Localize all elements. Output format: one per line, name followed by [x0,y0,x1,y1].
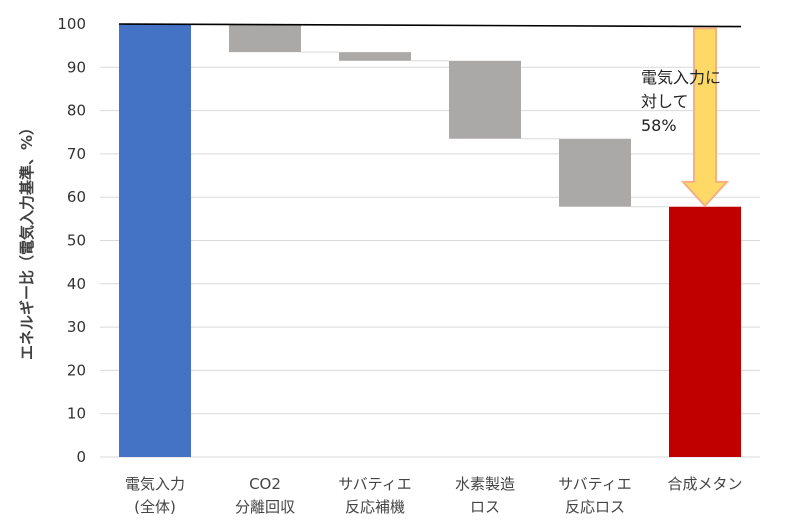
loss-bar [559,138,631,207]
loss-bar [229,24,301,53]
y-tick-label: 10 [67,405,86,423]
annotation: 電気入力に対して 58% [641,27,730,208]
y-tick-label: 70 [67,145,86,163]
x-category-label: 水素製造ロス [455,475,515,516]
y-tick-label: 50 [67,232,86,250]
y-tick-label: 20 [67,361,86,379]
y-axis-label: エネルギー比（電気入力基準、%） [18,120,36,360]
connectors [118,23,742,208]
y-axis: 0 10 20 30 40 50 60 70 80 90 100 [57,15,86,466]
x-category-label: 電気入力(全体) [125,475,185,516]
y-tick-label: 0 [76,448,86,466]
y-tick-label: 40 [67,275,86,293]
y-tick-label: 60 [67,188,86,206]
y-tick-label: 30 [67,318,86,336]
annotation-text: 電気入力に対して 58% [641,68,721,135]
bars [119,24,741,457]
x-axis-categories: 電気入力(全体) CO2 分離回収 サバティエ反応補機 水素製造ロス サバティエ反応ロス 合… [125,475,743,516]
x-category-label: CO2 分離回収 [235,475,295,516]
total-bar [669,206,741,457]
x-category-label: サバティエ反応補機 [338,475,412,516]
total-bar [119,24,191,457]
loss-bar [339,52,411,61]
x-category-label: サバティエ反応ロス [558,475,632,516]
y-tick-label: 80 [67,102,86,120]
reference-line [118,23,742,28]
y-tick-label: 90 [67,58,86,76]
gridlines [100,66,760,458]
x-category-label: 合成メタン [667,475,742,493]
y-tick-label: 100 [57,15,86,33]
loss-bar [449,60,521,139]
down-arrow-icon [680,27,730,208]
